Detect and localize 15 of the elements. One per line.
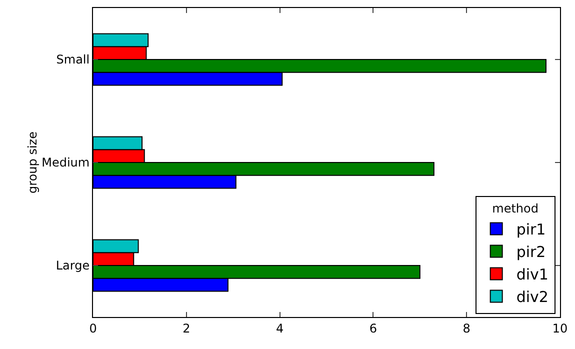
x-tick-label: 8	[462, 321, 470, 336]
x-tick-label: 4	[276, 321, 284, 336]
x-tick-label: 6	[369, 321, 378, 336]
legend-label: pir2	[516, 243, 546, 262]
y-axis-title: group size	[26, 132, 40, 194]
x-tick-label: 10	[552, 321, 568, 336]
legend-title: method	[492, 202, 538, 216]
legend-label: div2	[516, 288, 548, 306]
legend-label: div1	[516, 266, 548, 284]
y-tick-label: Large	[56, 258, 90, 273]
y-tick-label: Medium	[42, 156, 90, 170]
x-tick-label: 0	[89, 321, 97, 336]
y-tick-label: Small	[56, 52, 90, 67]
x-tick-label: 2	[182, 321, 190, 336]
legend-label: pir1	[516, 220, 546, 239]
